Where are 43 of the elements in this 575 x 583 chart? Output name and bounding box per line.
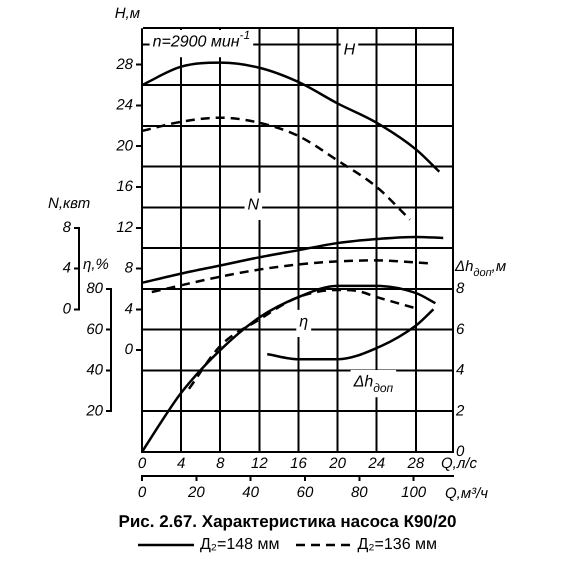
x2-axis-title: Q,м³/ч (445, 485, 488, 502)
y2-tick-label: 6 (456, 320, 465, 338)
y-tick-label: 20 (85, 402, 104, 420)
y-tick-label: 20 (115, 137, 134, 154)
x2-tick-label: 40 (242, 484, 260, 502)
x2-tick-label: 0 (138, 484, 147, 502)
y-tick-label: 80 (86, 280, 104, 298)
y2-tick-label: 4 (456, 362, 464, 379)
y-tick-label: 24 (115, 96, 133, 114)
x-tick-label: 16 (290, 455, 308, 472)
x-tick-label: 0 (138, 455, 147, 472)
y2-tick-label: 0 (62, 300, 72, 318)
y2-tick-label: 8 (62, 218, 72, 236)
y-tick-label: 12 (116, 218, 134, 236)
y-tick-label: 28 (115, 56, 134, 73)
y-tick-label: 40 (86, 362, 104, 379)
annotation: H (344, 42, 356, 58)
y2-tick-label: 2 (455, 402, 465, 420)
y2-axis-title: N,квт (48, 194, 90, 212)
y-tick-label: 8 (124, 260, 134, 277)
legend-label: Д₂=148 мм (200, 536, 280, 553)
y2-tick-label: 8 (456, 280, 465, 298)
text: Рис. 2.67. Характеристика насоса К90/20 (118, 512, 458, 532)
annotation: η (299, 313, 308, 330)
x-tick-label: 12 (251, 455, 268, 472)
y-axis-title: H,м (114, 5, 140, 22)
y-tick-label: 4 (124, 300, 133, 318)
x-tick-label: 28 (406, 455, 425, 472)
x-tick-label: 8 (216, 455, 226, 472)
y-tick-label: 16 (116, 178, 134, 196)
x2-tick-label: 100 (401, 484, 427, 502)
x2-tick-label: 80 (350, 484, 368, 502)
x-tick-label: 24 (367, 455, 386, 472)
y-tick-label: 60 (86, 320, 104, 338)
x2-tick-label: 60 (296, 484, 314, 502)
y2-tick-label: 4 (62, 260, 71, 277)
x-tick-label: 4 (176, 455, 186, 472)
annotation: N (248, 196, 260, 214)
legend-label: Д₂=136 мм (358, 536, 438, 553)
y-axis-title: η,% (83, 256, 109, 274)
x2-tick-label: 20 (186, 484, 206, 502)
x-tick-label: 20 (328, 455, 347, 472)
y-tick-label: 0 (124, 341, 134, 358)
